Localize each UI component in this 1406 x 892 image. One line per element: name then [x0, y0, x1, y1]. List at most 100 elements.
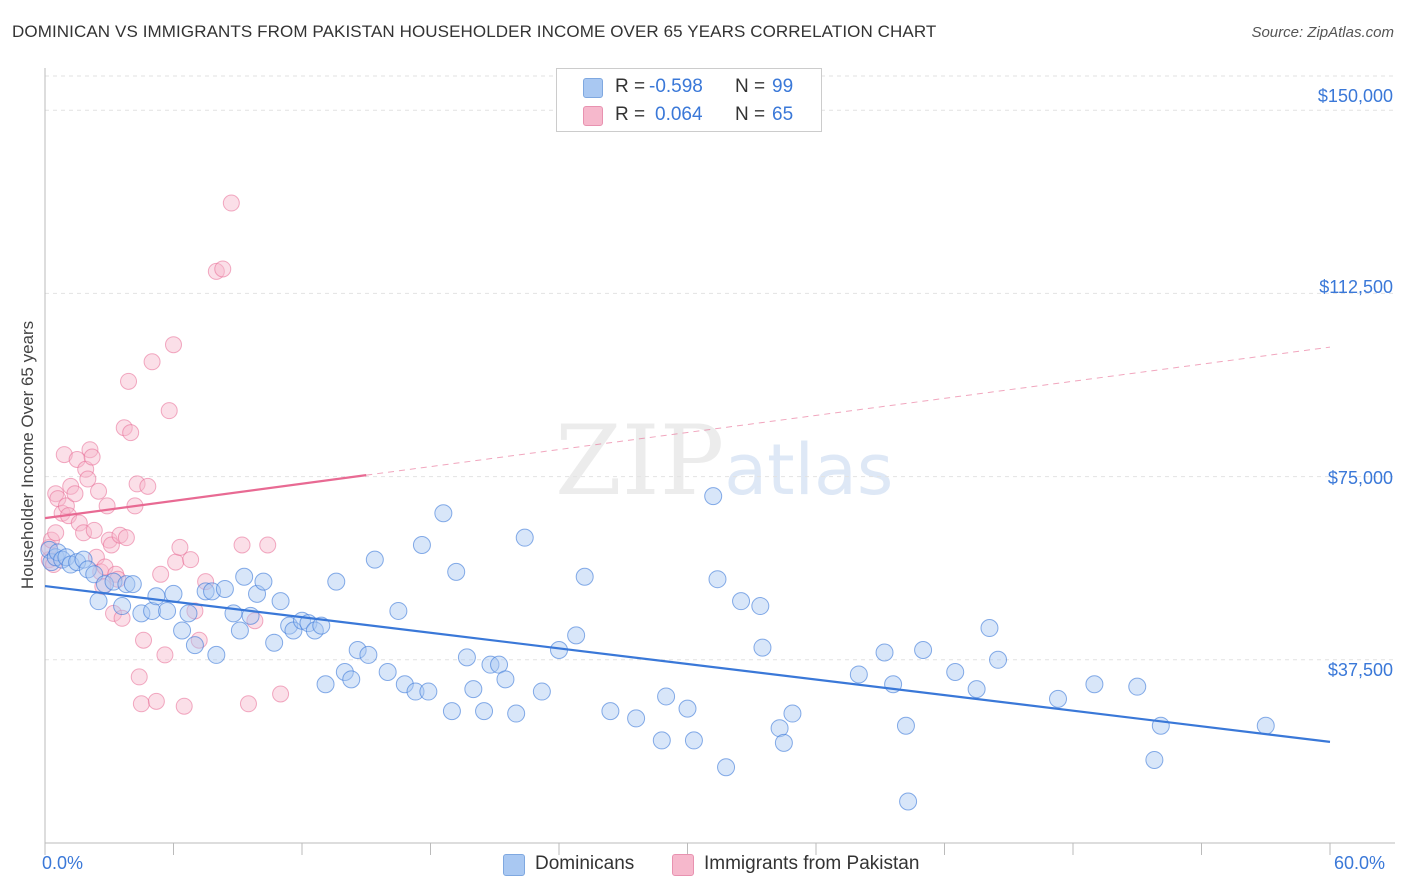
- point-pakistan: [165, 336, 182, 354]
- point-dominicans: [395, 675, 414, 694]
- legend-r-value: -0.598: [649, 76, 703, 97]
- point-dominicans: [389, 601, 408, 620]
- point-dominicans: [751, 597, 770, 616]
- bottom-legend-label-pakistan: Immigrants from Pakistan: [704, 853, 920, 874]
- point-dominicans: [704, 487, 723, 506]
- point-pakistan: [102, 536, 120, 554]
- point-pakistan: [160, 402, 178, 420]
- point-dominicans: [732, 592, 751, 611]
- bottom-legend-swatch-pakistan: [672, 854, 694, 876]
- point-pakistan: [132, 695, 150, 713]
- point-pakistan: [120, 372, 138, 390]
- legend-swatch-dominicans: [583, 78, 603, 98]
- point-dominicans: [849, 665, 868, 684]
- point-dominicans: [496, 670, 515, 689]
- point-dominicans: [717, 758, 736, 777]
- point-pakistan: [147, 692, 165, 710]
- point-dominicans: [575, 567, 594, 586]
- point-dominicans: [419, 682, 438, 701]
- point-pakistan: [113, 609, 131, 627]
- point-pakistan: [167, 553, 185, 571]
- watermark-zip: ZIP: [555, 405, 725, 517]
- point-dominicans: [875, 643, 894, 662]
- point-dominicans: [235, 567, 254, 586]
- point-pakistan: [222, 194, 240, 212]
- point-dominicans: [316, 675, 335, 694]
- legend-n-value: 99: [772, 76, 794, 97]
- point-pakistan: [182, 551, 200, 569]
- point-dominicans: [753, 638, 772, 657]
- point-dominicans: [989, 650, 1008, 669]
- point-dominicans: [312, 616, 331, 635]
- point-dominicans: [896, 716, 915, 735]
- point-pakistan: [66, 485, 84, 503]
- point-dominicans: [770, 719, 789, 738]
- point-pakistan: [143, 353, 161, 371]
- point-dominicans: [365, 550, 384, 569]
- point-dominicans: [708, 570, 727, 589]
- point-dominicans: [132, 604, 151, 623]
- point-dominicans: [230, 621, 249, 640]
- point-dominicans: [532, 682, 551, 701]
- point-dominicans: [914, 641, 933, 660]
- point-pakistan: [130, 668, 148, 686]
- point-dominicans: [378, 663, 397, 682]
- point-dominicans: [348, 641, 367, 660]
- watermark: ZIPatlas: [555, 405, 893, 517]
- point-dominicans: [652, 731, 671, 750]
- point-dominicans: [143, 601, 162, 620]
- point-pakistan: [152, 565, 170, 583]
- legend: R = -0.598 N = 99 R = 0.064 N = 65: [556, 68, 822, 132]
- point-dominicans: [123, 575, 142, 594]
- point-dominicans: [1256, 716, 1275, 735]
- point-pakistan: [47, 524, 65, 542]
- trendline-dominicans: [44, 584, 1331, 743]
- chart-source: Source: ZipAtlas.com: [1251, 24, 1394, 41]
- legend-n-label: N =: [735, 76, 766, 97]
- point-dominicans: [196, 582, 215, 601]
- point-pakistan: [90, 482, 108, 500]
- point-dominicans: [74, 550, 93, 569]
- point-pakistan: [156, 646, 174, 664]
- y-tick-label-150000: $150,000: [1317, 86, 1393, 106]
- point-pakistan: [272, 685, 290, 703]
- point-pakistan: [85, 521, 103, 539]
- point-pakistan: [79, 470, 97, 488]
- point-dominicans: [946, 663, 965, 682]
- point-dominicans: [359, 645, 378, 664]
- point-dominicans: [271, 592, 290, 611]
- legend-r-label: R =: [615, 104, 646, 125]
- point-dominicans: [147, 587, 166, 606]
- point-pakistan: [214, 260, 232, 278]
- point-dominicans: [434, 504, 453, 523]
- point-dominicans: [442, 702, 461, 721]
- x-tick-label-min: 0.0%: [42, 853, 84, 873]
- point-dominicans: [158, 601, 177, 620]
- point-dominicans: [117, 575, 136, 594]
- bottom-legend-swatch-dominicans: [503, 854, 525, 876]
- point-dominicans: [774, 733, 793, 752]
- point-pakistan: [197, 573, 215, 591]
- point-pakistan: [139, 477, 157, 495]
- point-dominicans: [335, 663, 354, 682]
- point-pakistan: [117, 529, 135, 547]
- point-dominicans: [327, 572, 346, 591]
- point-dominicans: [627, 709, 646, 728]
- point-dominicans: [342, 670, 361, 689]
- legend-swatch-pakistan: [583, 106, 603, 126]
- legend-r-value: 0.064: [655, 104, 703, 125]
- point-dominicans: [173, 621, 192, 640]
- point-dominicans: [515, 528, 534, 547]
- watermark-atlas: atlas: [724, 429, 894, 511]
- point-pakistan: [239, 695, 257, 713]
- point-pakistan: [83, 448, 101, 466]
- point-dominicans: [967, 680, 986, 699]
- point-dominicans: [215, 579, 234, 598]
- point-pakistan: [259, 536, 277, 554]
- point-dominicans: [657, 687, 676, 706]
- point-dominicans: [265, 633, 284, 652]
- point-dominicans: [179, 604, 198, 623]
- point-dominicans: [185, 636, 204, 655]
- point-dominicans: [113, 597, 132, 616]
